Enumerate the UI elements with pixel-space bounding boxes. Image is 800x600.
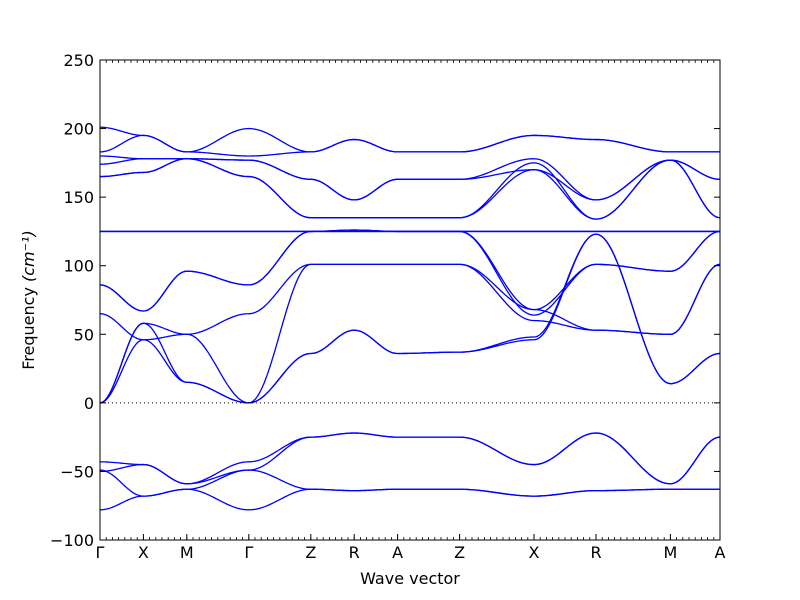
y-axis-label-text: Frequency: [19, 287, 38, 370]
x-tick-label: R: [349, 543, 360, 562]
band-line-18: [99, 488, 720, 511]
band-line-9: [99, 158, 721, 220]
x-tick-label: Γ: [96, 543, 105, 562]
x-axis-label: Wave vector: [360, 569, 460, 588]
x-tick-label: X: [529, 543, 540, 562]
x-tick-label: X: [138, 543, 149, 562]
x-tick-label: R: [590, 543, 601, 562]
band-lines: [99, 126, 721, 511]
plot-frame: [99, 59, 721, 541]
y-tick-label: 50: [74, 325, 94, 344]
x-tick-label: Γ: [244, 543, 253, 562]
band-line-15: [99, 432, 721, 485]
band-line-16: [99, 432, 721, 485]
band-line-8: [100, 229, 720, 233]
band-line-10: [99, 158, 721, 220]
y-axis-label-unit: (cm⁻¹): [19, 230, 38, 282]
x-tick-label: Z: [454, 543, 465, 562]
x-tick-label: A: [392, 543, 403, 562]
y-tick-label: 150: [63, 188, 94, 207]
x-tick-label: A: [715, 543, 726, 562]
y-tick-label: 100: [63, 257, 94, 276]
x-tick-label: Z: [305, 543, 316, 562]
band-line-6: [99, 230, 721, 316]
axis-ticks: [99, 59, 721, 541]
y-tick-label: 200: [63, 120, 94, 139]
y-tick-label: −100: [50, 531, 94, 550]
band-line-14: [99, 126, 720, 153]
x-tick-label: M: [663, 543, 677, 562]
y-tick-labels: −100 −50 0 50 100 150 200 250: [50, 51, 94, 550]
x-tick-label: M: [180, 543, 194, 562]
band-line-4: [99, 263, 721, 341]
band-line-1: [99, 233, 721, 404]
y-tick-label: 250: [63, 51, 94, 70]
band-line-2: [99, 233, 721, 404]
band-line-12: [99, 155, 721, 201]
y-tick-label: 0: [84, 394, 94, 413]
band-line-13: [99, 134, 720, 157]
y-axis-label: Frequency (cm⁻¹): [19, 230, 38, 369]
y-tick-label: −50: [60, 462, 94, 481]
